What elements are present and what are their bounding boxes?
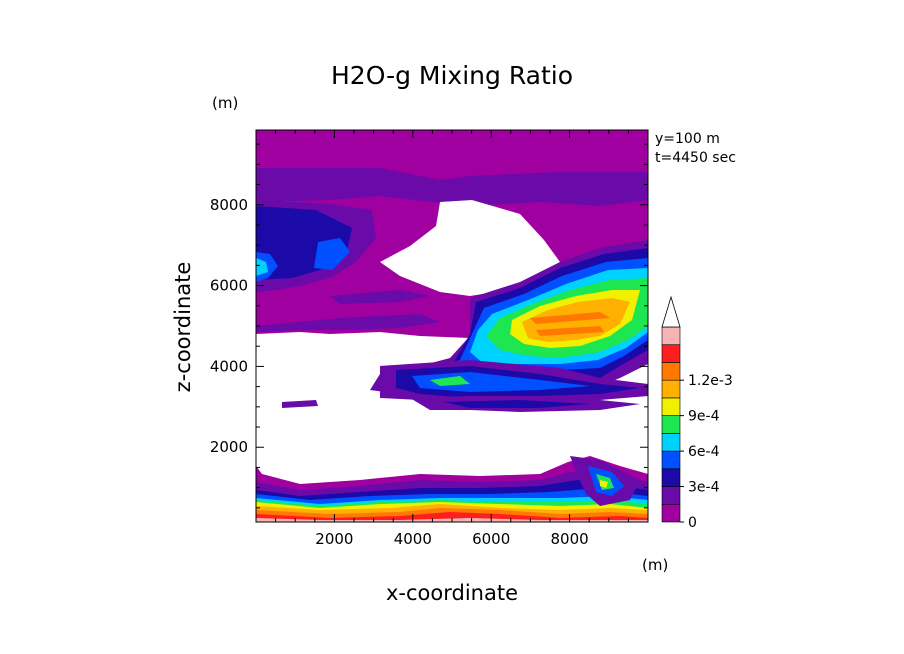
- colorbar-band: [661, 397, 681, 416]
- y-unit-label: (m): [212, 94, 238, 112]
- colorbar-band: [661, 379, 681, 399]
- mid-streak-1-green: [430, 376, 470, 386]
- annotation-y-slice: y=100 m: [655, 131, 720, 147]
- colorbar-band: [661, 326, 681, 346]
- axes: 2000 4000 6000 8000 2000 4000 6000 8000: [210, 130, 648, 548]
- chart-title: H2O-g Mixing Ratio: [331, 61, 573, 90]
- left-thin-streak: [282, 400, 318, 408]
- colorbar: 0 3e-4 6e-4 9e-4 1.2e-3: [661, 295, 733, 531]
- upper-band-violet: [256, 168, 648, 206]
- y-axis-label: z-coordinate: [171, 262, 195, 393]
- x-tick-label: 8000: [551, 530, 589, 548]
- x-unit-label: (m): [642, 556, 668, 574]
- y-tick-label: 8000: [210, 196, 248, 214]
- upper-mid-blue-streak: [314, 238, 350, 270]
- contour-field: [256, 130, 648, 522]
- left-mid-streak: [256, 314, 440, 332]
- mid-streak-2-blue: [444, 400, 590, 408]
- colorbar-tick-label: 6e-4: [688, 444, 720, 460]
- y-tick-label: 6000: [210, 277, 248, 295]
- colorbar-tick-label: 0: [688, 515, 697, 531]
- colorbar-tick-label: 3e-4: [688, 480, 720, 496]
- colorbar-band: [661, 468, 681, 487]
- colorbar-band: [661, 344, 681, 363]
- colorbar-band: [661, 433, 681, 452]
- x-tick-label: 6000: [472, 530, 510, 548]
- upper-left-cyan-inner: [256, 258, 268, 276]
- x-tick-label: 4000: [394, 530, 432, 548]
- colorbar-tick-label: 9e-4: [688, 409, 720, 425]
- plume-core-stripe-1: [530, 312, 610, 324]
- annotation-time: t=4450 sec: [655, 150, 736, 166]
- plume-core-stripe-2: [536, 326, 604, 336]
- x-tick-label: 2000: [315, 530, 353, 548]
- upper-dry-slot: [380, 200, 560, 296]
- colorbar-band: [661, 362, 681, 381]
- colorbar-extend-max: [661, 295, 681, 328]
- colorbar-band: [661, 503, 681, 523]
- y-tick-label: 2000: [210, 438, 248, 456]
- y-tick-label: 4000: [210, 357, 248, 375]
- colorbar-band: [661, 450, 681, 470]
- colorbar-tick-label: 1.2e-3: [688, 373, 733, 389]
- colorbar-band: [661, 415, 681, 434]
- lower-right-patch-yellow: [600, 480, 608, 488]
- x-axis-label: x-coordinate: [386, 581, 518, 605]
- upper-mid-violet-streak: [330, 290, 430, 304]
- colorbar-band: [661, 486, 681, 505]
